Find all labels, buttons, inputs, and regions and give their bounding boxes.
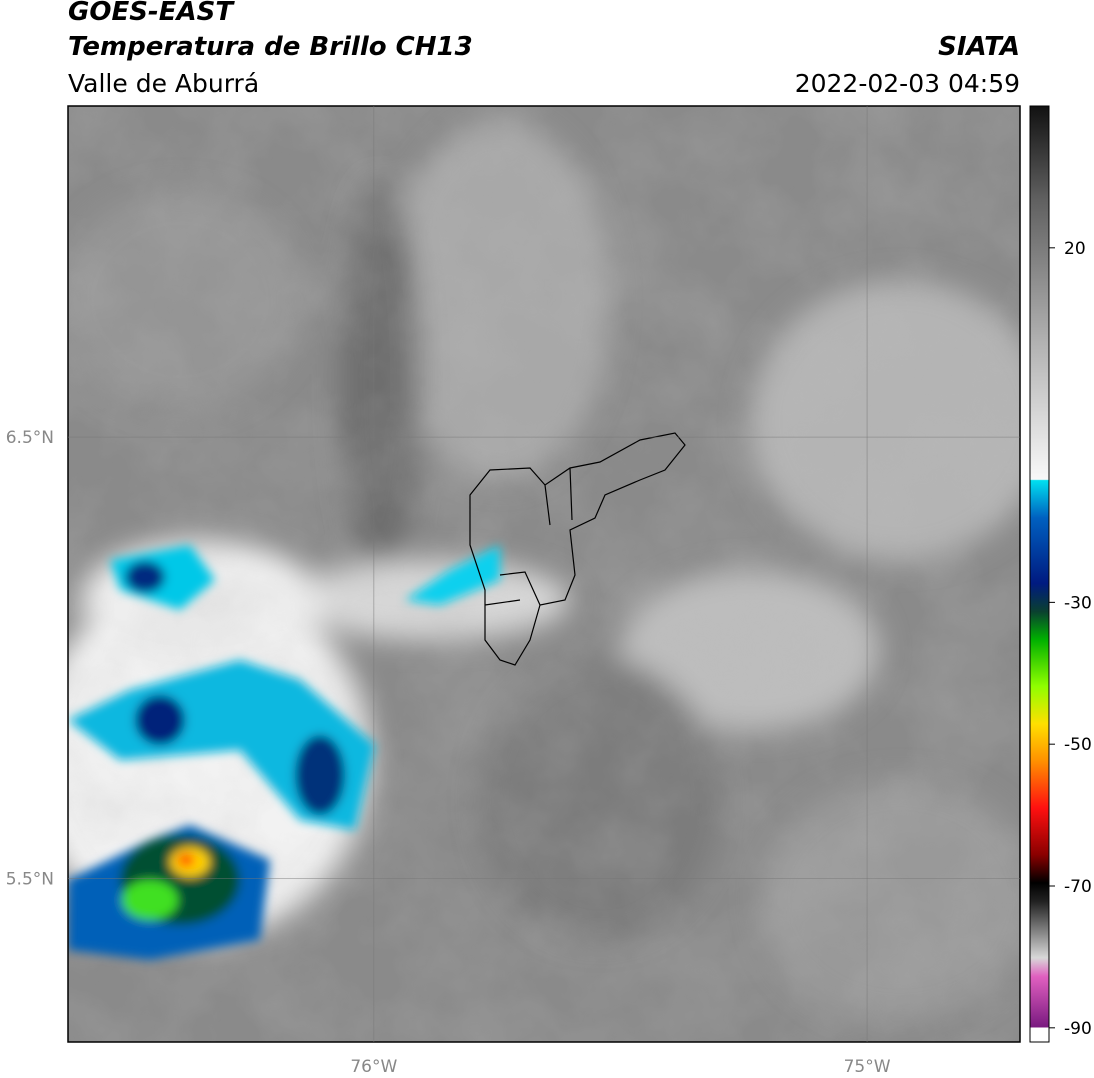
colorbar-tick-label: -50 [1064, 735, 1092, 755]
map-frame [67, 105, 1021, 1043]
y-tick-label: 6.5°N [6, 428, 54, 448]
colorbar-tick-label: -90 [1064, 1019, 1092, 1039]
colorbar-tick-label: -70 [1064, 877, 1092, 897]
title: GOES-EAST [68, 0, 235, 27]
datetime: 2022-02-03 04:59 [795, 69, 1020, 98]
subtitle: Temperatura de Brillo CH13 [68, 32, 473, 62]
x-tick-label: 75°W [844, 1057, 891, 1077]
colorbar-tick-label: 20 [1064, 239, 1086, 259]
region: Valle de Aburrá [68, 69, 259, 98]
source: SIATA [938, 32, 1020, 62]
x-tick-label: 76°W [350, 1057, 397, 1077]
imagery [68, 106, 1020, 1042]
colorbar-tick-label: -30 [1064, 593, 1092, 613]
colorbar [1029, 105, 1050, 1043]
y-tick-label: 5.5°N [6, 870, 54, 890]
